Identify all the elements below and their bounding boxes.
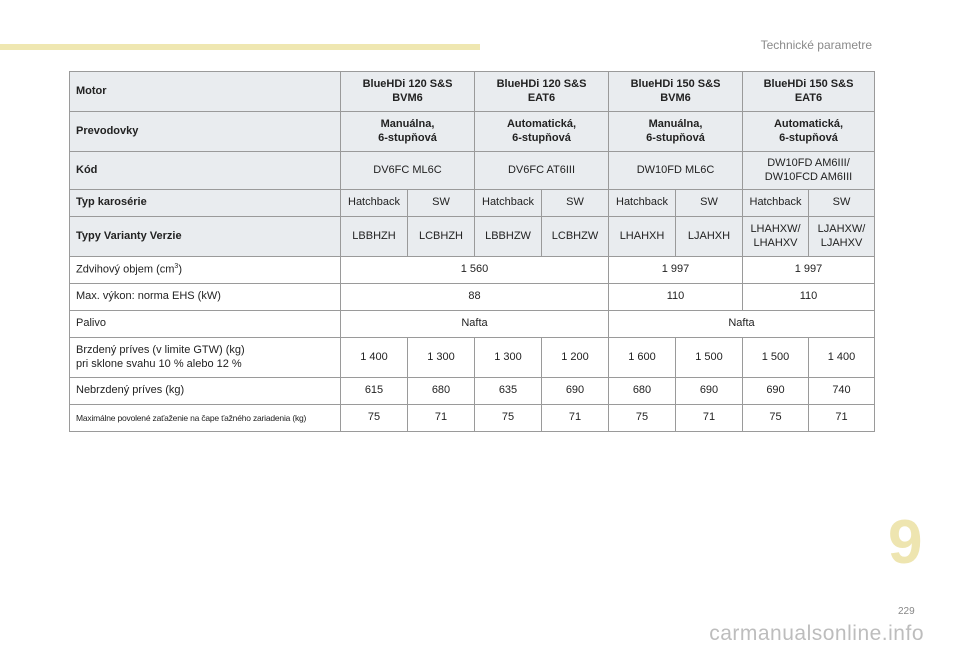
value-cell: 75 xyxy=(742,404,809,432)
engine-cell: BlueHDi 120 S&S BVM6 xyxy=(340,71,475,112)
value-cell: 1 300 xyxy=(474,337,542,378)
code-cell: DW10FD AM6III/DW10FCD AM6III xyxy=(742,151,875,190)
variant-cell: LHAHXW/LHAHXV xyxy=(742,216,809,257)
row-objem: Zdvihový objem (cm3) 1 560 1 997 1 997 xyxy=(69,256,875,284)
row-label: Typ karosérie xyxy=(69,189,341,217)
value-cell: 110 xyxy=(742,283,875,311)
value-cell: 71 xyxy=(541,404,609,432)
header-accent-bar xyxy=(0,44,480,50)
page-number: 229 xyxy=(898,606,915,617)
variant-cell: LCBHZW xyxy=(541,216,609,257)
row-label: Zdvihový objem (cm3) xyxy=(69,256,341,284)
value-cell: 690 xyxy=(675,377,743,405)
row-label: Motor xyxy=(69,71,341,112)
row-label: Prevodovky xyxy=(69,111,341,152)
value-cell: 1 400 xyxy=(808,337,875,378)
value-cell: 1 400 xyxy=(340,337,408,378)
value-cell: 71 xyxy=(407,404,475,432)
gearbox-cell: Automatická, 6-stupňová xyxy=(474,111,609,152)
body-type-cell: SW xyxy=(407,189,475,217)
row-label: Maximálne povolené zaťaženie na čape ťaž… xyxy=(69,404,341,432)
value-cell: 1 500 xyxy=(675,337,743,378)
value-cell: 1 997 xyxy=(742,256,875,284)
value-cell: 1 500 xyxy=(742,337,809,378)
row-brzdeny: Brzdený príves (v limite GTW) (kg) pri sk… xyxy=(69,337,875,378)
row-label: Max. výkon: norma EHS (kW) xyxy=(69,283,341,311)
value-cell: 1 997 xyxy=(608,256,743,284)
value-cell: 1 200 xyxy=(541,337,609,378)
row-label: Brzdený príves (v limite GTW) (kg) pri sk… xyxy=(69,337,341,378)
variant-cell: LBBHZH xyxy=(340,216,408,257)
row-vykon: Max. výkon: norma EHS (kW) 88 110 110 xyxy=(69,283,875,311)
value-cell: Nafta xyxy=(340,310,609,338)
row-label: Palivo xyxy=(69,310,341,338)
value-cell: Nafta xyxy=(608,310,875,338)
row-palivo: Palivo Nafta Nafta xyxy=(69,310,875,338)
section-title: Technické parametre xyxy=(760,38,872,52)
value-cell: 680 xyxy=(608,377,676,405)
body-type-cell: Hatchback xyxy=(340,189,408,217)
value-cell: 740 xyxy=(808,377,875,405)
value-cell: 71 xyxy=(808,404,875,432)
value-cell: 75 xyxy=(474,404,542,432)
gearbox-cell: Manuálna, 6-stupňová xyxy=(340,111,475,152)
engine-cell: BlueHDi 150 S&S EAT6 xyxy=(742,71,875,112)
value-cell: 1 560 xyxy=(340,256,609,284)
variant-cell: LJAHXW/LJAHXV xyxy=(808,216,875,257)
row-prevodovky: Prevodovky Manuálna, 6-stupňová Automatic… xyxy=(69,111,875,152)
gearbox-cell: Automatická, 6-stupňová xyxy=(742,111,875,152)
value-cell: 690 xyxy=(541,377,609,405)
chapter-number: 9 xyxy=(888,508,923,577)
body-type-cell: Hatchback xyxy=(608,189,676,217)
value-cell: 75 xyxy=(608,404,676,432)
body-type-cell: SW xyxy=(675,189,743,217)
value-cell: 615 xyxy=(340,377,408,405)
value-cell: 680 xyxy=(407,377,475,405)
variant-cell: LCBHZH xyxy=(407,216,475,257)
row-kod: Kód DV6FC ML6C DV6FC AT6III DW10FD ML6C … xyxy=(69,151,875,190)
code-cell: DV6FC ML6C xyxy=(340,151,475,190)
variant-cell: LBBHZW xyxy=(474,216,542,257)
variant-cell: LHAHXH xyxy=(608,216,676,257)
value-cell: 1 300 xyxy=(407,337,475,378)
watermark: carmanualsonline.info xyxy=(709,622,924,645)
row-nebrzdeny: Nebrzdený príves (kg) 615 680 635 690 68… xyxy=(69,377,875,405)
body-type-cell: Hatchback xyxy=(742,189,809,217)
row-label: Typy Varianty Verzie xyxy=(69,216,341,257)
technical-spec-table: Motor BlueHDi 120 S&S BVM6 BlueHDi 120 S&… xyxy=(69,71,875,432)
value-cell: 88 xyxy=(340,283,609,311)
body-type-cell: SW xyxy=(541,189,609,217)
row-label: Nebrzdený príves (kg) xyxy=(69,377,341,405)
body-type-cell: Hatchback xyxy=(474,189,542,217)
row-karoseria: Typ karosérie Hatchback SW Hatchback SW … xyxy=(69,189,875,217)
row-label: Kód xyxy=(69,151,341,190)
gearbox-cell: Manuálna, 6-stupňová xyxy=(608,111,743,152)
value-cell: 635 xyxy=(474,377,542,405)
code-cell: DV6FC AT6III xyxy=(474,151,609,190)
value-cell: 110 xyxy=(608,283,743,311)
engine-cell: BlueHDi 150 S&S BVM6 xyxy=(608,71,743,112)
body-type-cell: SW xyxy=(808,189,875,217)
value-cell: 690 xyxy=(742,377,809,405)
row-motor: Motor BlueHDi 120 S&S BVM6 BlueHDi 120 S&… xyxy=(69,71,875,112)
engine-cell: BlueHDi 120 S&S EAT6 xyxy=(474,71,609,112)
value-cell: 71 xyxy=(675,404,743,432)
row-varianty: Typy Varianty Verzie LBBHZH LCBHZH LBBHZ… xyxy=(69,216,875,257)
row-zatazenie: Maximálne povolené zaťaženie na čape ťaž… xyxy=(69,404,875,432)
value-cell: 75 xyxy=(340,404,408,432)
variant-cell: LJAHXH xyxy=(675,216,743,257)
value-cell: 1 600 xyxy=(608,337,676,378)
code-cell: DW10FD ML6C xyxy=(608,151,743,190)
